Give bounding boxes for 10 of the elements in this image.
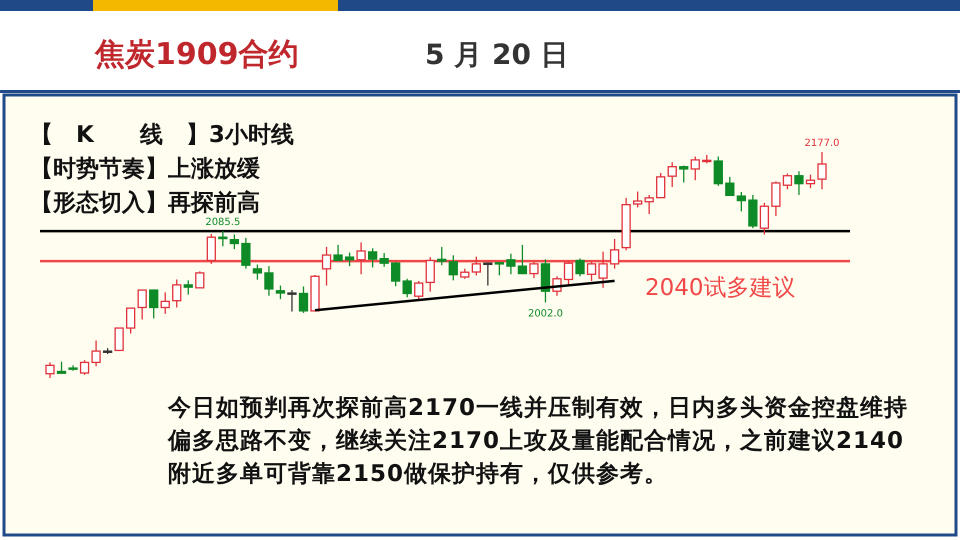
- text: 今日如预判再次探前高2170一线并压制有效，日内多头资金控盘维持偏多思路不变，继续关注2170上攻及量能配合情况，之前建议2140附近多单可背靠2150做保护持有，仅供参考。: [168, 394, 910, 489]
- annotation: 2085.5: [205, 217, 240, 228]
- annotation: 【时势节奏】上涨放缓: [30, 156, 260, 182]
- text: 【 K 线 】3小时线: [30, 122, 294, 148]
- annotation: 2177.0: [804, 138, 840, 149]
- ref-line-label: 2040试多建议: [645, 275, 796, 302]
- chart-title: 焦炭1909合约: [94, 37, 298, 72]
- annotation: 【形态切入】再探前高: [30, 189, 260, 216]
- chart-subtitle: 5 月 20 日: [425, 38, 569, 71]
- annotation: 2002.0: [528, 308, 563, 320]
